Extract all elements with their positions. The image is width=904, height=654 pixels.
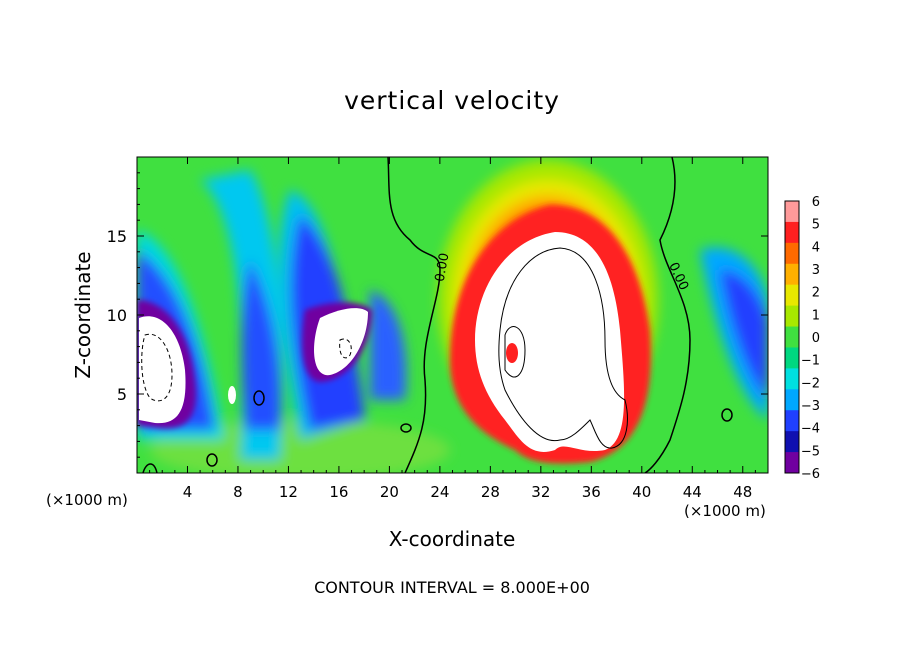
colorbar-tick-label: −4	[801, 422, 820, 437]
colorbar-swatch	[785, 221, 799, 244]
y-tick-label: 15	[107, 227, 127, 246]
x-tick-label: 36	[582, 483, 601, 501]
colorbar-tick-label: −1	[801, 354, 820, 369]
colorbar-tick-label: 0	[812, 331, 820, 346]
colorbar: 6 5 4 3 2 1 0 −1 −2 −3 −4 −5 −6	[784, 195, 820, 482]
colorbar-tick-label: 6	[812, 195, 820, 210]
x-tick-label: 40	[632, 483, 651, 501]
colorbar-tick-label: 5	[812, 218, 820, 233]
colorbar-tick-label: 2	[812, 286, 820, 301]
colorbar-tick-label: 1	[812, 308, 820, 323]
x-unit-label-left: (×1000 m)	[46, 491, 128, 509]
heatmap-field	[137, 157, 768, 473]
colorbar-swatch	[785, 368, 799, 390]
colorbar-swatch	[785, 284, 799, 307]
x-tick-label: 28	[481, 483, 500, 501]
x-tick-label: 48	[733, 483, 752, 501]
chart-title: vertical velocity	[344, 86, 560, 115]
x-axis-label: X-coordinate	[388, 527, 516, 551]
colorbar-swatch	[785, 201, 799, 223]
colorbar-frame	[784, 200, 800, 474]
contour-label-left: 0.00	[433, 252, 453, 283]
colorbar-swatch	[785, 410, 799, 432]
colorbar-tick-label: −2	[801, 376, 820, 391]
colorbar-swatch	[785, 263, 799, 286]
colorbar-swatch	[785, 326, 799, 348]
colorbar-tick-label: 3	[812, 263, 820, 278]
x-tick-label: 32	[531, 483, 550, 501]
colorbar-tick-label: −6	[801, 467, 820, 482]
colorbar-tick-label: −3	[801, 399, 820, 414]
x-tick-label: 12	[279, 483, 298, 501]
x-tick-label: 8	[233, 483, 243, 501]
x-tick-label: 4	[183, 483, 193, 501]
x-tick-label: 44	[683, 483, 702, 501]
colorbar-swatch	[785, 242, 799, 265]
x-unit-label-right: (×1000 m)	[684, 502, 766, 520]
contour-interval-note: CONTOUR INTERVAL = 8.000E+00	[314, 578, 590, 597]
colorbar-swatch	[785, 347, 799, 369]
colorbar-tick-label: 4	[812, 240, 820, 255]
x-tick-label: 24	[430, 483, 449, 501]
y-tick-label: 10	[107, 306, 127, 325]
y-tick-label: 5	[117, 385, 127, 404]
x-tick-label: 16	[329, 483, 348, 501]
colorbar-swatch	[785, 452, 799, 474]
colorbar-tick-label: −5	[801, 444, 820, 459]
colorbar-swatch	[785, 431, 799, 453]
colorbar-swatch	[785, 389, 799, 411]
colorbar-swatch	[785, 305, 799, 328]
x-tick-label: 20	[380, 483, 399, 501]
